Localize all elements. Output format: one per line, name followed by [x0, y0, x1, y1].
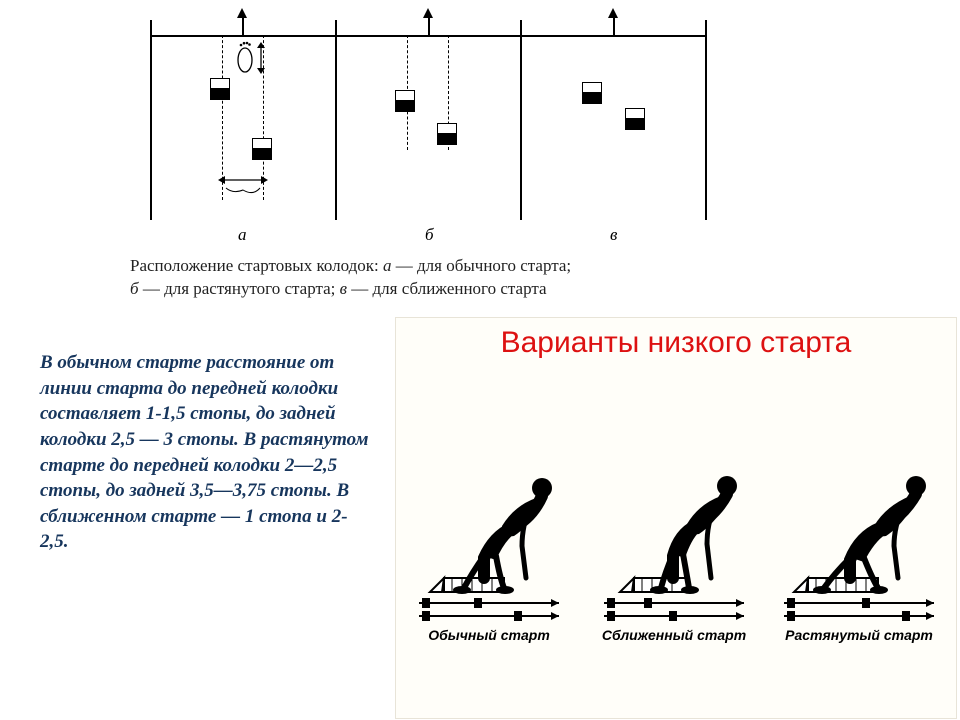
diagram-caption: Расположение стартовых колодок: а — для … [130, 255, 790, 301]
caption-text: Расположение стартовых колодок: [130, 256, 383, 275]
variant-normal: Обычный старт [404, 428, 574, 668]
starting-blocks-diagram: а б в Расположение стартовых колодок: а … [80, 10, 820, 300]
starting-block [582, 82, 602, 104]
runner-figure-icon [404, 428, 574, 628]
description-text: В обычном старте расстояние от линии ста… [40, 350, 380, 555]
variant-label: Растянутый старт [774, 627, 944, 643]
variant-extended: Растянутый старт [774, 428, 944, 668]
variant-close: Сближенный старт [589, 428, 759, 668]
dimension-arrow-icon [254, 42, 268, 74]
width-marker-icon [218, 170, 268, 200]
lane-label-c: в [610, 225, 617, 245]
starting-block [625, 108, 645, 130]
runner-figure-icon [774, 428, 944, 628]
variants-title: Варианты низкого старта [396, 326, 956, 360]
variant-label: Сближенный старт [589, 627, 759, 643]
runner-figure-icon [589, 428, 759, 628]
lane-label-a: а [238, 225, 247, 245]
low-start-variants-panel: Варианты низкого старта [395, 317, 957, 719]
variant-label: Обычный старт [404, 627, 574, 643]
lane-label-b: б [425, 225, 434, 245]
starting-block [437, 123, 457, 145]
starting-block [395, 90, 415, 112]
starting-block [210, 78, 230, 100]
footprint-icon [236, 40, 254, 74]
starting-block [252, 138, 272, 160]
lane-frame [150, 20, 705, 220]
